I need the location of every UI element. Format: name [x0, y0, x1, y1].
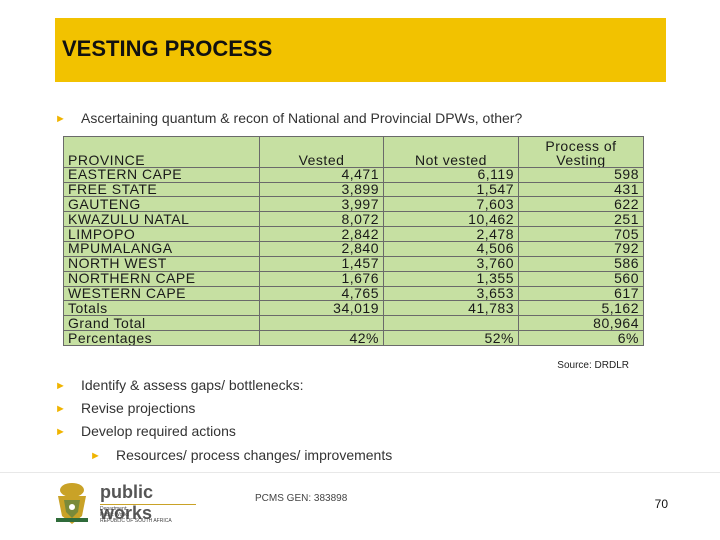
- row-not-vested: 2,478: [383, 226, 519, 242]
- row-vested: 2,842: [259, 226, 384, 242]
- row-process: 792: [518, 240, 644, 257]
- row-not-vested: 4,506: [383, 240, 519, 257]
- row-vested: 2,840: [259, 240, 384, 257]
- row-province: GAUTENG: [63, 196, 260, 213]
- row-province: KWAZULU NATAL: [63, 211, 260, 228]
- totals-process: 5,162: [518, 300, 644, 317]
- row-process: 586: [518, 255, 644, 272]
- row-vested: 1,676: [259, 270, 384, 287]
- header-province: PROVINCE: [63, 136, 260, 168]
- totals-not-vested: 41,783: [383, 300, 519, 317]
- bullet-revise: Revise projections: [81, 400, 196, 416]
- table-header-row: PROVINCE Vested Not vested Process of Ve…: [63, 136, 644, 168]
- row-not-vested: 10,462: [383, 211, 519, 228]
- bullet-develop: Develop required actions: [81, 423, 236, 439]
- table-row: GAUTENG 3,997 7,603 622: [63, 196, 644, 213]
- row-province: EASTERN CAPE: [63, 166, 260, 183]
- grand-total-value: 80,964: [518, 315, 644, 332]
- sub-bullet-resources: Resources/ process changes/ improvements: [116, 447, 393, 463]
- percentages-process: 6%: [518, 330, 644, 346]
- row-province: MPUMALANGA: [63, 240, 260, 257]
- row-vested: 4,471: [259, 166, 384, 183]
- grand-total-label: Grand Total: [63, 315, 260, 332]
- row-vested: 1,457: [259, 255, 384, 272]
- row-process: 431: [518, 181, 644, 198]
- sub-bullet-arrow-icon: ►: [90, 450, 101, 462]
- table-row: EASTERN CAPE 4,471 6,119 598: [63, 166, 644, 183]
- row-province: LIMPOPO: [63, 226, 260, 242]
- percentages-vested: 42%: [259, 330, 384, 346]
- logo-line1: Department:: [100, 506, 128, 512]
- vesting-table: PROVINCE Vested Not vested Process of Ve…: [63, 136, 644, 346]
- logo-divider: [100, 504, 196, 505]
- table-row: FREE STATE 3,899 1,547 431: [63, 181, 644, 198]
- row-not-vested: 3,653: [383, 285, 519, 302]
- percentages-label: Percentages: [63, 330, 260, 346]
- logo-line2: Public Works: [100, 512, 130, 518]
- totals-label: Totals: [63, 300, 260, 317]
- header-process-line2: Vesting: [556, 151, 606, 168]
- bullet-identify: Identify & assess gaps/ bottlenecks:: [81, 377, 304, 393]
- row-process: 622: [518, 196, 644, 213]
- table-row: NORTH WEST 1,457 3,760 586: [63, 255, 644, 272]
- row-province: NORTH WEST: [63, 255, 260, 272]
- row-province: FREE STATE: [63, 181, 260, 198]
- bullet-arrow-icon: ►: [55, 380, 66, 392]
- coat-of-arms-icon: [56, 483, 88, 524]
- row-process: 705: [518, 226, 644, 242]
- row-vested: 3,997: [259, 196, 384, 213]
- bullet-arrow-icon: ►: [55, 403, 66, 415]
- title-bar: VESTING PROCESS: [55, 18, 666, 82]
- public-works-logo: public works Department: Public Works RE…: [52, 478, 198, 528]
- row-vested: 4,765: [259, 285, 384, 302]
- bullet-arrow-icon: ►: [55, 426, 66, 438]
- header-not-vested: Not vested: [383, 136, 519, 168]
- row-process: 617: [518, 285, 644, 302]
- logo-subtext: Department: Public Works REPUBLIC OF SOU…: [100, 506, 172, 524]
- bullet-arrow-icon: ►: [55, 113, 66, 125]
- grand-total-empty: [259, 315, 384, 332]
- table-row: NORTHERN CAPE 1,676 1,355 560: [63, 270, 644, 287]
- row-province: NORTHERN CAPE: [63, 270, 260, 287]
- percentages-row: Percentages 42% 52% 6%: [63, 330, 644, 346]
- logo-name: public works: [100, 482, 153, 523]
- totals-vested: 34,019: [259, 300, 384, 317]
- grand-total-empty: [383, 315, 519, 332]
- percentages-not-vested: 52%: [383, 330, 519, 346]
- source-note: Source: DRDLR: [557, 360, 629, 371]
- header-vested: Vested: [259, 136, 384, 168]
- row-process: 598: [518, 166, 644, 183]
- row-process: 560: [518, 270, 644, 287]
- table-row: WESTERN CAPE 4,765 3,653 617: [63, 285, 644, 302]
- intro-bullet-text: Ascertaining quantum & recon of National…: [81, 110, 523, 126]
- row-not-vested: 6,119: [383, 166, 519, 183]
- table-row: KWAZULU NATAL 8,072 10,462 251: [63, 211, 644, 228]
- row-not-vested: 3,760: [383, 255, 519, 272]
- grand-total-row: Grand Total 80,964: [63, 315, 644, 332]
- table-row: MPUMALANGA 2,840 4,506 792: [63, 240, 644, 257]
- footer-divider: [0, 472, 720, 473]
- row-process: 251: [518, 211, 644, 228]
- logo-line3: REPUBLIC OF SOUTH AFRICA: [100, 518, 172, 524]
- totals-row: Totals 34,019 41,783 5,162: [63, 300, 644, 317]
- row-province: WESTERN CAPE: [63, 285, 260, 302]
- row-not-vested: 1,355: [383, 270, 519, 287]
- page-title: VESTING PROCESS: [62, 36, 273, 61]
- page-number: 70: [654, 497, 668, 511]
- header-process-line1: Process of: [545, 137, 617, 154]
- row-not-vested: 7,603: [383, 196, 519, 213]
- row-vested: 3,899: [259, 181, 384, 198]
- table-row: LIMPOPO 2,842 2,478 705: [63, 226, 644, 242]
- footer-code: PCMS GEN: 383898: [255, 493, 348, 504]
- row-vested: 8,072: [259, 211, 384, 228]
- row-not-vested: 1,547: [383, 181, 519, 198]
- header-process-of-vesting: Process of Vesting: [518, 136, 644, 168]
